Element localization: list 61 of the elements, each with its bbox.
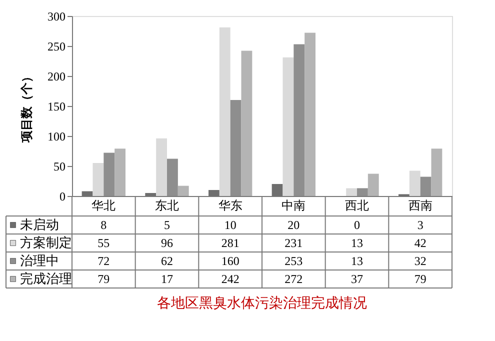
data-label: 3: [417, 218, 424, 232]
bar: [357, 188, 368, 196]
data-label: 20: [288, 218, 300, 232]
data-label: 79: [414, 272, 426, 286]
bar: [282, 57, 294, 196]
data-label: 37: [351, 272, 363, 286]
bar: [219, 27, 230, 196]
data-label: 96: [161, 236, 173, 250]
data-label: 32: [414, 254, 426, 268]
data-label: 5: [164, 218, 170, 232]
bar: [167, 158, 178, 196]
bar: [294, 44, 305, 196]
data-label: 72: [98, 254, 110, 268]
x-tick-label: 华东: [218, 198, 242, 212]
text: 各地区黑臭水体污染治理完成情况: [157, 296, 367, 312]
data-label: 0: [354, 218, 360, 232]
data-label: 62: [161, 254, 173, 268]
y-tick-label: 100: [48, 130, 66, 144]
bar: [230, 100, 242, 196]
y-tick-label: 0: [60, 190, 66, 204]
x-tick-label: 西北: [345, 198, 369, 212]
data-label: 253: [284, 254, 303, 268]
data-label: 272: [284, 272, 303, 286]
bar: [241, 50, 252, 196]
data-label: 13: [351, 254, 363, 268]
data-label: 8: [100, 218, 107, 232]
bar: [420, 176, 432, 196]
legend-label: 未启动: [20, 217, 59, 232]
bar: [346, 188, 357, 196]
y-axis-title: 项目数（个）: [20, 70, 34, 144]
data-label: 242: [221, 272, 240, 286]
data-label: 160: [221, 254, 240, 268]
data-label: 17: [161, 272, 173, 286]
data-label: 55: [98, 236, 110, 250]
data-label: 281: [221, 236, 240, 250]
bar: [114, 148, 126, 196]
x-tick-label: 华北: [92, 198, 116, 212]
data-label: 231: [284, 236, 303, 250]
bar: [368, 174, 379, 196]
y-tick-label: 200: [48, 70, 66, 84]
bar: [304, 32, 316, 196]
data-label: 79: [98, 272, 110, 286]
data-label: 13: [351, 236, 363, 250]
x-tick-label: 西南: [408, 198, 432, 212]
bar: [431, 148, 442, 196]
x-tick-label: 东北: [155, 198, 179, 212]
legend-label: 完成治理: [20, 271, 72, 286]
y-tick-label: 300: [48, 10, 66, 24]
x-tick-label: 中南: [282, 198, 306, 212]
bar: [156, 138, 167, 196]
data-label: 42: [414, 236, 426, 250]
legend-label: 方案制定: [20, 235, 72, 250]
y-tick-label: 50: [54, 160, 66, 174]
bar: [178, 186, 189, 196]
bar: [92, 163, 104, 196]
y-tick-label: 150: [48, 100, 66, 114]
y-tick-label: 250: [48, 40, 66, 54]
bar: [409, 170, 420, 196]
data-label: 10: [224, 218, 236, 232]
legend-label: 治理中: [20, 253, 59, 268]
bar: [104, 152, 115, 196]
